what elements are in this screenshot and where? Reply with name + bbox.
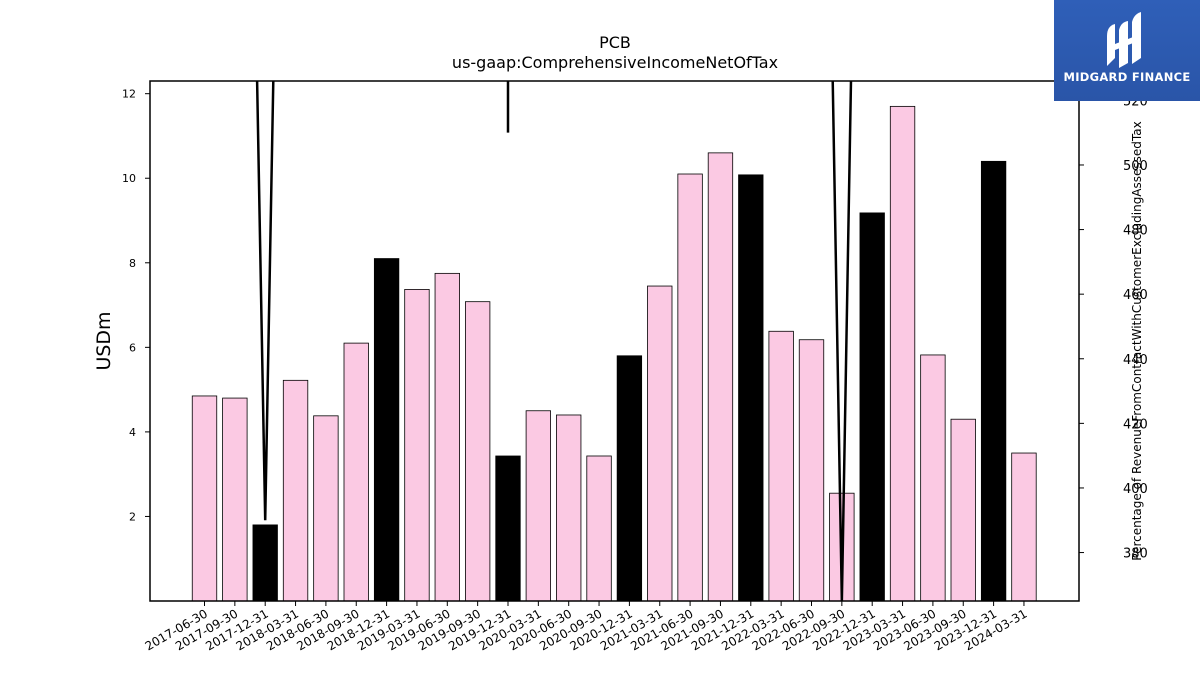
bar-2022-12-31 <box>859 212 885 602</box>
brand-logo: MIDGARD FINANCE <box>1054 0 1200 101</box>
y2-axis-label: Percentage of RevenueFromContractWithCus… <box>1130 121 1144 560</box>
bar-2023-06-30 <box>920 354 946 602</box>
plot-frame <box>149 80 1080 602</box>
bar-2019-06-30 <box>434 272 460 602</box>
y-tick-label: 8 <box>129 257 136 270</box>
bar-2019-09-30 <box>464 301 491 602</box>
bar-2020-12-31 <box>616 355 643 602</box>
bar-2024-03-31 <box>1011 452 1037 602</box>
bar-2023-12-31 <box>980 160 1007 602</box>
bar-2017-12-31 <box>252 524 278 602</box>
bar-2018-09-30 <box>343 342 369 602</box>
y2-tick-label: 480 <box>1123 224 1148 239</box>
y-tick-label: 4 <box>129 426 136 439</box>
y2-tick-label: 380 <box>1123 547 1148 562</box>
bar-2018-06-30 <box>313 415 339 602</box>
logo-text: MIDGARD FINANCE <box>1063 70 1191 84</box>
bar-2023-03-31 <box>889 105 916 602</box>
bar-2021-12-31 <box>738 174 764 602</box>
y-axis-label: USDm <box>93 311 115 370</box>
chart-subtitle: us-gaap:ComprehensiveIncomeNetOfTax <box>452 53 778 72</box>
bar-2023-09-30 <box>950 418 976 602</box>
y-tick-label: 2 <box>129 510 136 523</box>
bar-2021-09-30 <box>707 152 734 602</box>
bar-2020-03-31 <box>525 410 551 602</box>
y-tick-label: 12 <box>122 88 136 101</box>
y2-tick-label: 440 <box>1123 353 1148 368</box>
bar-2018-03-31 <box>282 379 309 602</box>
bar-2021-03-31 <box>647 285 673 602</box>
bar-2018-12-31 <box>373 258 400 602</box>
bar-2020-09-30 <box>586 455 612 602</box>
bar-2022-03-31 <box>768 330 794 602</box>
y2-tick-label: 400 <box>1123 482 1148 497</box>
bar-2019-12-31 <box>495 455 521 602</box>
bars-group <box>191 105 1037 602</box>
y2-tick-label: 460 <box>1123 288 1148 303</box>
bar-2017-09-30 <box>222 397 248 602</box>
logo-mark-icon <box>1107 12 1141 68</box>
bar-2021-06-30 <box>677 173 703 602</box>
x-axis: 2017-06-302017-09-302017-12-312018-03-31… <box>143 601 1029 653</box>
chart-title: PCB <box>599 33 631 52</box>
y-tick-label: 10 <box>122 172 136 185</box>
line-group <box>255 81 853 601</box>
y-tick-label: 6 <box>129 341 136 354</box>
bar-2022-06-30 <box>798 339 825 602</box>
bar-2020-06-30 <box>556 414 582 602</box>
bar-2017-06-30 <box>191 395 218 602</box>
left-axis: 2 4 6 8 10 12 <box>122 88 150 523</box>
y2-tick-label: 420 <box>1123 417 1148 432</box>
line-segment-1 <box>255 81 275 521</box>
bar-2019-03-31 <box>404 289 430 602</box>
y2-tick-label: 500 <box>1123 159 1148 174</box>
